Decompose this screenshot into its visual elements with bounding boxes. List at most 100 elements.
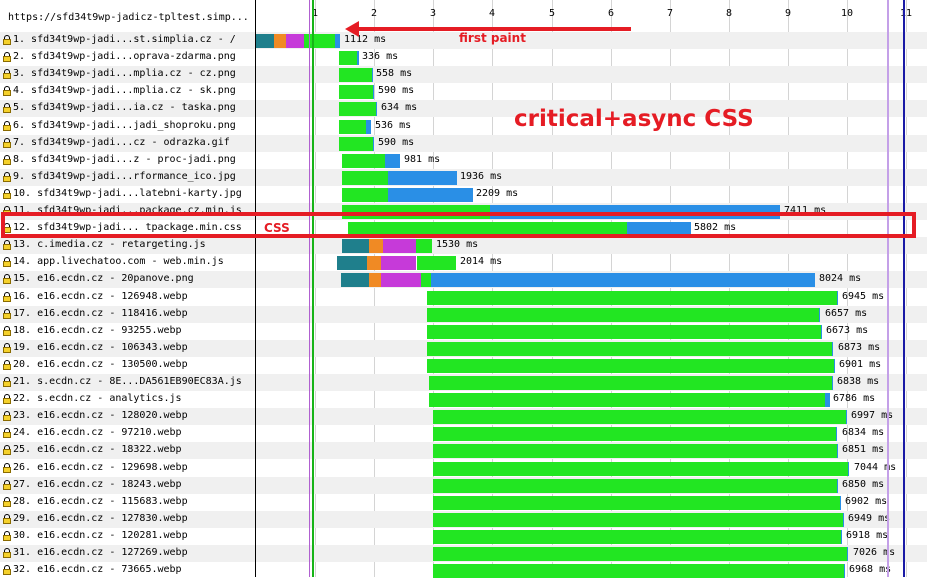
bar-segment-connect bbox=[369, 273, 381, 287]
bar-segment-ttfb bbox=[433, 564, 844, 578]
bar-segment-ttfb bbox=[433, 496, 840, 510]
request-row[interactable]: 26. e16.ecdn.cz - 129698.webp 7044 ms bbox=[0, 460, 927, 477]
request-duration: 590 ms bbox=[378, 137, 415, 148]
request-bar bbox=[433, 496, 841, 510]
bar-segment-ttfb bbox=[433, 410, 846, 424]
request-label: 26. e16.ecdn.cz - 129698.webp bbox=[13, 462, 188, 473]
lock-icon bbox=[3, 445, 11, 455]
tick-label: 9 bbox=[784, 8, 792, 19]
request-bar bbox=[433, 427, 837, 441]
request-duration: 558 ms bbox=[376, 68, 413, 79]
request-row[interactable]: 24. e16.ecdn.cz - 97210.webp 6834 ms bbox=[0, 425, 927, 442]
lock-icon bbox=[3, 343, 11, 353]
request-label: 12. sfd34t9wp-jadi... tpackage.min.css bbox=[13, 222, 242, 233]
request-bar bbox=[429, 376, 833, 390]
request-row[interactable]: 5. sfd34t9wp-jadi...ia.cz - taska.png 634… bbox=[0, 100, 927, 117]
request-duration: 6657 ms bbox=[825, 308, 868, 319]
gridline bbox=[788, 0, 789, 577]
bar-segment-ssl bbox=[381, 273, 421, 287]
request-row[interactable]: 21. s.ecdn.cz - 8E...DA561EB90EC83A.js 68… bbox=[0, 374, 927, 391]
request-label: 25. e16.ecdn.cz - 18322.webp bbox=[13, 444, 182, 455]
bar-segment-download bbox=[832, 376, 833, 390]
request-row[interactable]: 18. e16.ecdn.cz - 93255.webp 6673 ms bbox=[0, 323, 927, 340]
request-row[interactable]: 13. c.imedia.cz - retargeting.js 1530 ms bbox=[0, 237, 927, 254]
bar-segment-download bbox=[844, 564, 845, 578]
request-row[interactable]: 6. sfd34t9wp-jadi...jadi_shoproku.png 536… bbox=[0, 118, 927, 135]
request-label: 11. sfd34t9wp-jadi...package.cz.min.js bbox=[13, 205, 242, 216]
request-row[interactable]: 22. s.ecdn.cz - analytics.js 6786 ms bbox=[0, 391, 927, 408]
request-row[interactable]: 15. e16.ecdn.cz - 20panove.png 8024 ms bbox=[0, 271, 927, 288]
request-row[interactable]: 2. sfd34t9wp-jadi...oprava-zdarma.png 336… bbox=[0, 49, 927, 66]
request-bar bbox=[429, 393, 830, 407]
request-duration: 590 ms bbox=[378, 85, 415, 96]
bar-segment-download bbox=[846, 410, 847, 424]
request-row[interactable]: 17. e16.ecdn.cz - 118416.webp 6657 ms bbox=[0, 306, 927, 323]
bar-segment-ttfb bbox=[416, 239, 432, 253]
bar-segment-ttfb bbox=[421, 273, 432, 287]
bar-segment-download bbox=[847, 547, 848, 561]
tick-label: 7 bbox=[666, 8, 674, 19]
bar-segment-download bbox=[388, 188, 473, 202]
request-label: 28. e16.ecdn.cz - 115683.webp bbox=[13, 496, 188, 507]
request-row[interactable]: 7. sfd34t9wp-jadi...cz - odrazka.gif 590 … bbox=[0, 135, 927, 152]
request-row[interactable]: 1. sfd34t9wp-jadi...st.simplia.cz - / 111… bbox=[0, 32, 927, 49]
request-row[interactable]: 8. sfd34t9wp-jadi...z - proc-jadi.png 981… bbox=[0, 152, 927, 169]
request-bar bbox=[427, 308, 821, 322]
request-row[interactable]: 23. e16.ecdn.cz - 128020.webp 6997 ms bbox=[0, 408, 927, 425]
lock-icon bbox=[3, 121, 11, 131]
request-duration: 634 ms bbox=[381, 102, 418, 113]
request-label: 2. sfd34t9wp-jadi...oprava-zdarma.png bbox=[13, 51, 236, 62]
request-row[interactable]: 25. e16.ecdn.cz - 18322.webp 6851 ms bbox=[0, 442, 927, 459]
request-row[interactable]: 32. e16.ecdn.cz - 73665.webp 6968 ms bbox=[0, 562, 927, 579]
request-label: 15. e16.ecdn.cz - 20panove.png bbox=[13, 273, 194, 284]
request-duration: 6997 ms bbox=[851, 410, 894, 421]
bar-segment-download bbox=[841, 530, 842, 544]
request-duration: 1530 ms bbox=[436, 239, 479, 250]
request-label: 17. e16.ecdn.cz - 118416.webp bbox=[13, 308, 188, 319]
bar-segment-connect bbox=[367, 256, 382, 270]
lock-icon bbox=[3, 86, 11, 96]
tick-label: 10 bbox=[840, 8, 854, 19]
request-bar bbox=[339, 68, 373, 82]
request-row[interactable]: 14. app.livechatoo.com - web.min.js 2014 … bbox=[0, 254, 927, 271]
request-duration: 7026 ms bbox=[853, 547, 896, 558]
lock-icon bbox=[3, 377, 11, 387]
request-bar bbox=[433, 513, 844, 527]
request-duration: 6945 ms bbox=[842, 291, 885, 302]
lock-icon bbox=[3, 189, 11, 199]
page-url-header: https://sfd34t9wp-jadicz-tpltest.simp... bbox=[8, 12, 249, 23]
request-row[interactable]: 27. e16.ecdn.cz - 18243.webp 6850 ms bbox=[0, 477, 927, 494]
request-row[interactable]: 3. sfd34t9wp-jadi...mplia.cz - cz.png 558… bbox=[0, 66, 927, 83]
request-bar bbox=[433, 410, 847, 424]
request-label: 10. sfd34t9wp-jadi...latebni-karty.jpg bbox=[13, 188, 242, 199]
request-bar bbox=[337, 256, 456, 270]
request-row[interactable]: 31. e16.ecdn.cz - 127269.webp 7026 ms bbox=[0, 545, 927, 562]
request-row[interactable]: 4. sfd34t9wp-jadi...mplia.cz - sk.png 590… bbox=[0, 83, 927, 100]
bar-segment-connect bbox=[369, 239, 384, 253]
request-row[interactable]: 29. e16.ecdn.cz - 127830.webp 6949 ms bbox=[0, 511, 927, 528]
request-row[interactable]: 30. e16.ecdn.cz - 120281.webp 6918 ms bbox=[0, 528, 927, 545]
request-duration: 2014 ms bbox=[460, 256, 503, 267]
request-label: 27. e16.ecdn.cz - 18243.webp bbox=[13, 479, 182, 490]
request-row[interactable]: 12. sfd34t9wp-jadi... tpackage.min.css 58… bbox=[0, 220, 927, 237]
request-row[interactable]: 16. e16.ecdn.cz - 126948.webp 6945 ms bbox=[0, 289, 927, 306]
request-duration: 6968 ms bbox=[849, 564, 892, 575]
tick-label: 4 bbox=[488, 8, 496, 19]
bar-segment-ttfb bbox=[342, 154, 385, 168]
request-label: 31. e16.ecdn.cz - 127269.webp bbox=[13, 547, 188, 558]
request-row[interactable]: 28. e16.ecdn.cz - 115683.webp 6902 ms bbox=[0, 494, 927, 511]
request-bar bbox=[342, 154, 400, 168]
bar-segment-dns bbox=[341, 273, 369, 287]
bar-segment-download bbox=[431, 273, 815, 287]
request-row[interactable]: 19. e16.ecdn.cz - 106343.webp 6873 ms bbox=[0, 340, 927, 357]
request-label: 13. c.imedia.cz - retargeting.js bbox=[13, 239, 206, 250]
gridline bbox=[847, 0, 848, 577]
request-row[interactable]: 20. e16.ecdn.cz - 130500.webp 6901 ms bbox=[0, 357, 927, 374]
css-highlight-box bbox=[1, 212, 916, 238]
request-row[interactable]: 9. sfd34t9wp-jadi...rformance_ico.jpg 193… bbox=[0, 169, 927, 186]
bar-segment-ttfb bbox=[433, 479, 837, 493]
lock-icon bbox=[3, 360, 11, 370]
request-bar bbox=[427, 325, 822, 339]
request-row[interactable]: 10. sfd34t9wp-jadi...latebni-karty.jpg 22… bbox=[0, 186, 927, 203]
